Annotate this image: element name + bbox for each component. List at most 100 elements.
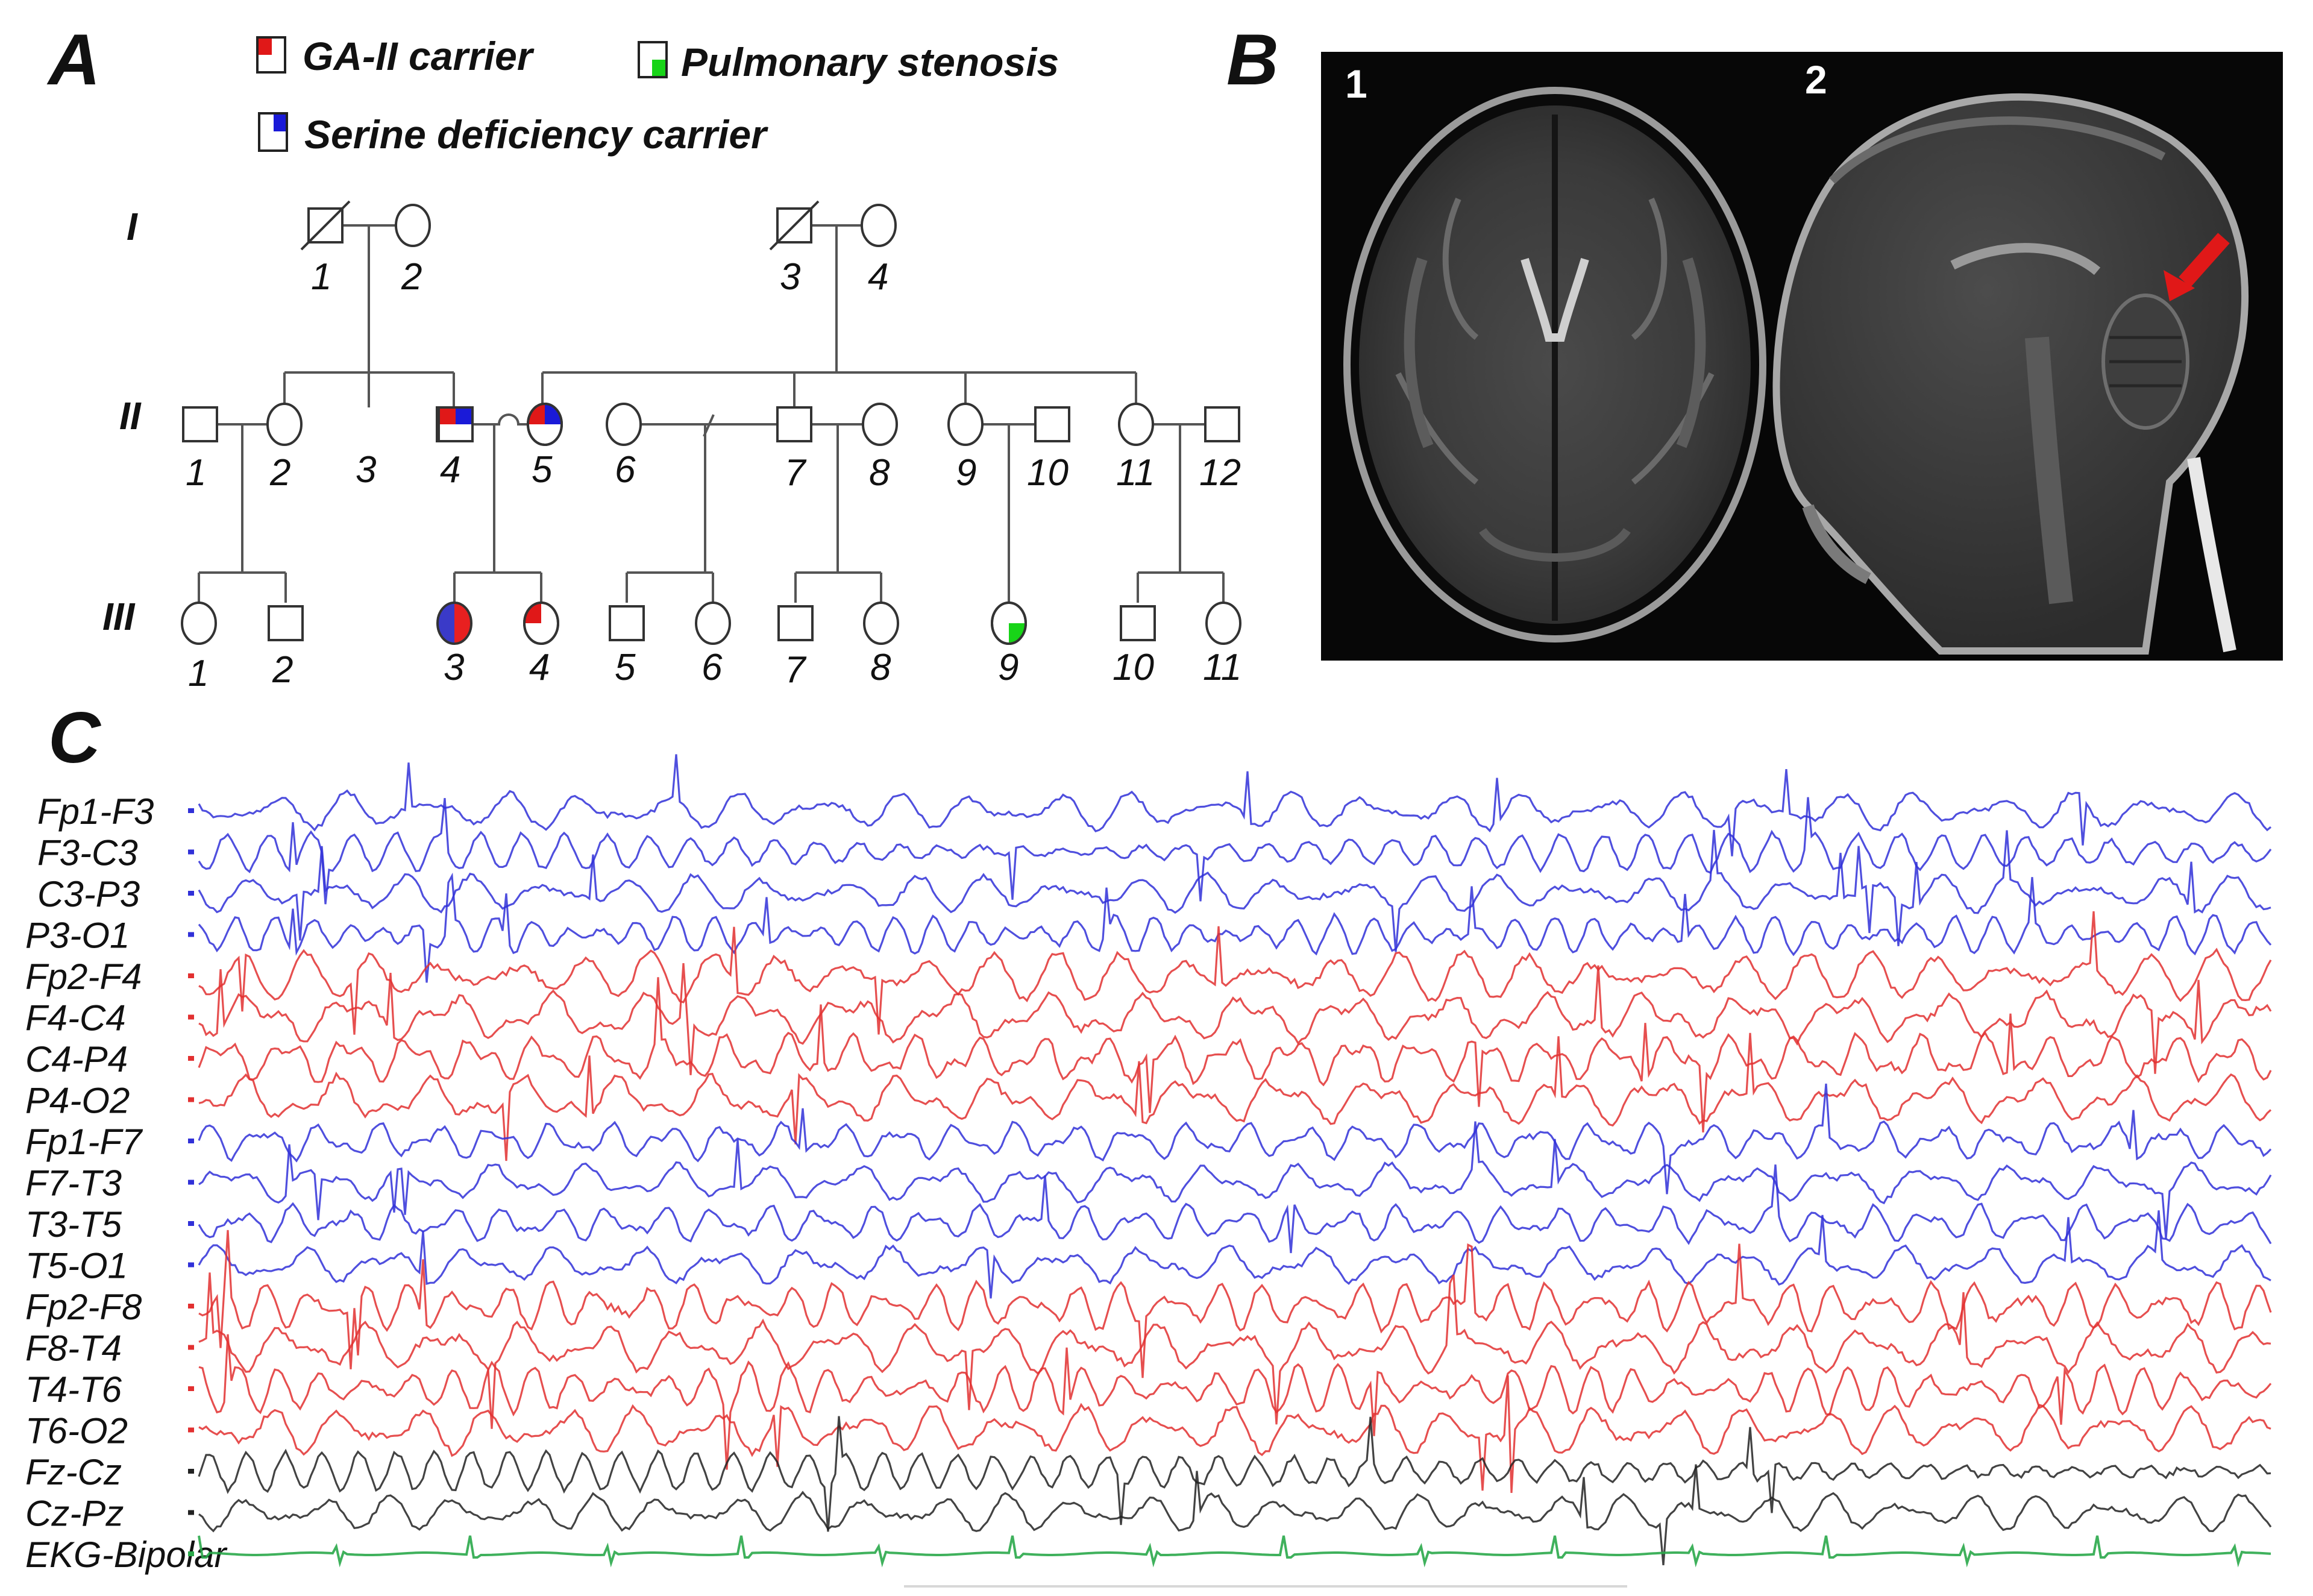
legend-ga2-label: GA-II carrier	[303, 34, 535, 78]
eeg-channel-marker	[188, 1014, 194, 1020]
individual-i-3	[769, 200, 820, 251]
gen2-individuals	[182, 403, 1240, 446]
individual-ii-11	[1118, 403, 1154, 446]
eeg-channel-marker	[188, 1221, 194, 1226]
generation-label-i: I	[127, 205, 138, 248]
eeg-trace	[198, 1464, 2272, 1566]
individual-iii-4	[523, 602, 559, 645]
eeg-trace	[198, 1535, 2271, 1568]
eeg-channel-marker	[188, 1345, 194, 1350]
eeg-channel-label: T6-O2	[25, 1411, 128, 1451]
gen3-number: 5	[615, 647, 636, 688]
gen1-number: 3	[780, 256, 800, 298]
eeg-trace	[198, 829, 2271, 952]
individual-i-1	[300, 200, 351, 251]
eeg-channel-label: P3-O1	[25, 916, 130, 956]
gen3-numbers: 1 2 3 4 5 6 7 8 9 10 11	[188, 647, 1241, 694]
gen3-number: 1	[188, 653, 209, 694]
eeg-trace	[198, 1375, 2271, 1493]
eeg-channel-marker	[188, 932, 194, 937]
panel-b-letter: B	[1226, 19, 1279, 100]
eeg-trace	[198, 1032, 2272, 1161]
eeg-trace	[198, 1083, 2272, 1195]
gen3-number: 10	[1113, 647, 1154, 688]
eeg-channel-marker	[188, 1551, 194, 1556]
gen2-number: 2	[269, 452, 290, 494]
gen3-number: 7	[785, 649, 807, 691]
eeg-channel-marker	[188, 973, 194, 978]
gen2-number: 12	[1199, 452, 1241, 494]
eeg-channel-labels: Fp1-F3F3-C3C3-P3P3-O1Fp2-F4F4-C4C4-P4P4-…	[25, 791, 227, 1575]
individual-iii-1	[181, 602, 217, 645]
separation-mark	[703, 414, 715, 437]
gen3-number: 9	[998, 647, 1018, 688]
gen1-number: 1	[311, 256, 331, 298]
gen2-number: 9	[956, 452, 976, 494]
eeg-trace	[198, 1416, 2271, 1532]
eeg-trace	[198, 1121, 2272, 1239]
gen3-number: 8	[870, 647, 891, 688]
individual-i-2	[395, 204, 431, 247]
eeg-channel-marker	[188, 1180, 194, 1185]
gen1-numbers: 1 2 3 4	[311, 256, 888, 298]
mri-sagittal-image	[1772, 93, 2249, 655]
gen1-individuals	[300, 200, 897, 251]
eeg-trace	[198, 977, 2272, 1133]
eeg-channel-label: P4-O2	[25, 1081, 130, 1121]
individual-ii-12	[1204, 406, 1240, 442]
eeg-channel-label: C3-P3	[37, 874, 140, 914]
mri-axial-label: 1	[1345, 61, 1367, 106]
eeg-channel-marker	[188, 891, 194, 896]
eeg-channel-label: Fp2-F4	[25, 957, 142, 997]
mri-sagittal-label: 2	[1805, 57, 1827, 102]
gen2-number: 5	[532, 449, 553, 491]
eeg-channel-label: Fp1-F7	[25, 1122, 143, 1162]
eeg-channel-marker	[188, 1427, 194, 1433]
eeg-trace	[198, 911, 2272, 1035]
eeg-traces	[198, 754, 2272, 1568]
generation-label-iii: III	[102, 595, 136, 638]
eeg-channel-label: F8-T4	[25, 1328, 122, 1369]
eeg-trace	[198, 754, 2272, 856]
individual-ii-7	[776, 406, 812, 442]
legend-pulmonary-label: Pulmonary stenosis	[681, 40, 1059, 84]
gen1-number: 4	[868, 256, 888, 298]
eeg-trace	[198, 1272, 2271, 1429]
eeg-trace	[198, 872, 2272, 983]
individual-ii-2	[266, 403, 303, 446]
eeg-channel-marker	[188, 849, 194, 855]
arrow-icon	[2164, 233, 2230, 301]
eeg-channel-marker	[188, 1304, 194, 1309]
eeg-channel-label: F7-T3	[25, 1163, 122, 1204]
gen1-number: 2	[401, 256, 422, 298]
eeg-channel-label: Fz-Cz	[25, 1452, 122, 1492]
eeg-channel-markers	[188, 808, 194, 1556]
eeg-channel-marker	[188, 1386, 194, 1391]
eeg-channel-label: EKG-Bipolar	[25, 1535, 227, 1575]
generation-label-ii: II	[119, 394, 142, 438]
eeg-trace	[198, 797, 2272, 905]
eeg-channel-marker	[188, 1056, 194, 1061]
eeg-channel-marker	[188, 808, 194, 813]
individual-ii-5	[527, 403, 563, 446]
gen2-number: 10	[1027, 452, 1069, 494]
mri-axial-image	[1343, 87, 1766, 642]
individual-ii-10	[1034, 406, 1070, 442]
eeg-trace	[198, 963, 2272, 1075]
gen3-number: 3	[444, 647, 464, 688]
legend-pulmonary-symbol	[638, 41, 668, 78]
individual-iii-9	[991, 602, 1027, 645]
eeg-channel-label: Cz-Pz	[25, 1494, 124, 1534]
eeg-channel-label: T4-T6	[25, 1369, 122, 1410]
eeg-channel-label: Fp2-F8	[25, 1287, 142, 1327]
panel-b: B 1	[1226, 19, 2283, 661]
gen3-number: 2	[272, 649, 293, 691]
gen2-number: 3	[356, 449, 376, 491]
gen2-number: 6	[615, 449, 636, 491]
individual-i-4	[861, 204, 897, 247]
eeg-channel-marker	[188, 1139, 194, 1143]
individual-iii-3	[436, 602, 472, 645]
gen2-number: 11	[1116, 452, 1155, 494]
gen2-number: 8	[869, 452, 890, 494]
